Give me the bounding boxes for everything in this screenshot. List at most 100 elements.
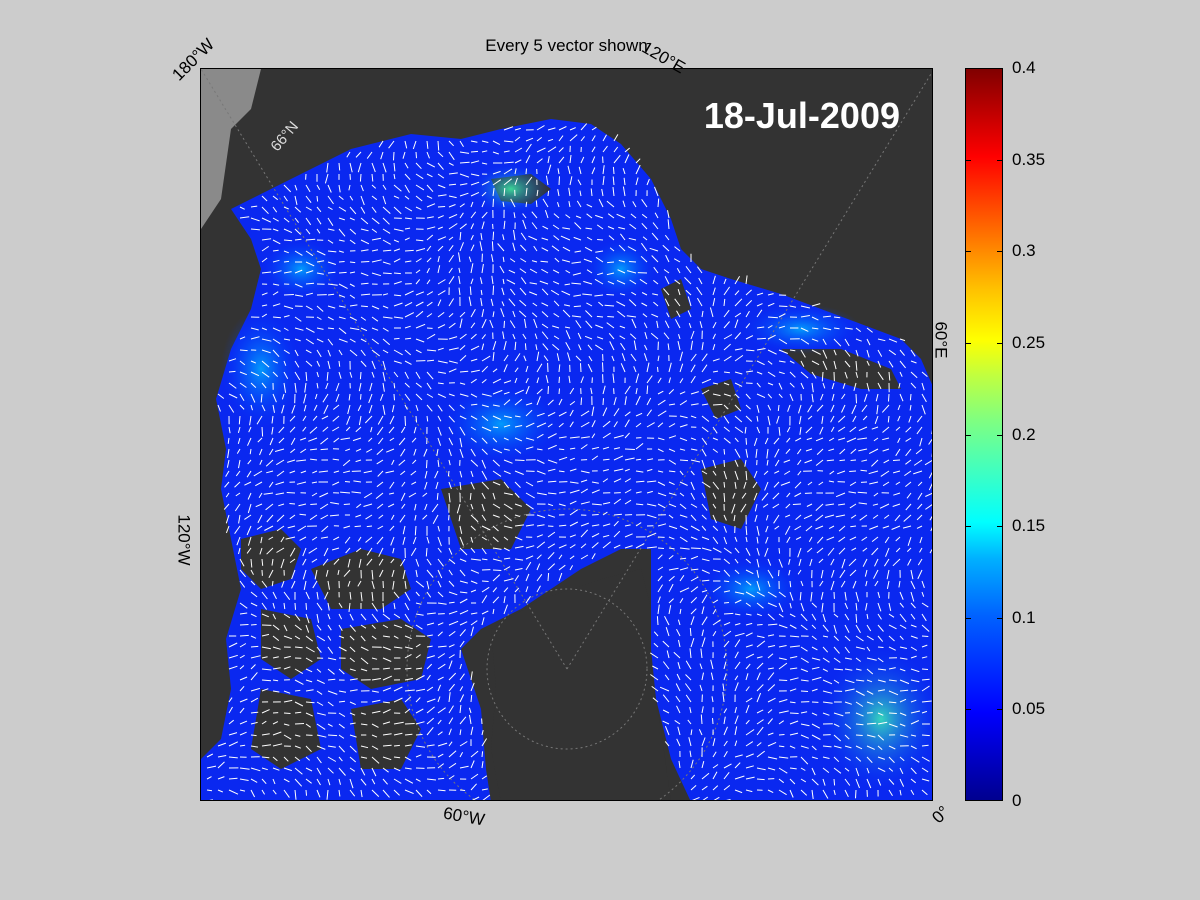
velocity-vector bbox=[635, 491, 642, 494]
velocity-vector bbox=[822, 657, 830, 663]
velocity-vector bbox=[692, 796, 700, 800]
velocity-vector bbox=[426, 359, 435, 362]
velocity-vector bbox=[250, 672, 258, 681]
velocity-vector bbox=[569, 457, 575, 461]
velocity-vector bbox=[699, 663, 703, 670]
velocity-vector bbox=[327, 360, 331, 370]
velocity-vector bbox=[272, 656, 279, 659]
velocity-vector bbox=[745, 644, 753, 648]
velocity-vector bbox=[712, 569, 721, 573]
velocity-vector bbox=[789, 393, 794, 402]
velocity-vector bbox=[448, 448, 452, 457]
velocity-vector bbox=[281, 580, 285, 588]
velocity-vector bbox=[541, 311, 549, 318]
velocity-vector bbox=[899, 689, 909, 692]
velocity-vector bbox=[294, 689, 301, 692]
velocity-vector bbox=[217, 742, 227, 747]
velocity-vector bbox=[664, 741, 670, 747]
velocity-vector bbox=[492, 352, 495, 362]
velocity-vector bbox=[371, 569, 374, 580]
velocity-vector bbox=[665, 627, 670, 637]
velocity-vector bbox=[470, 580, 478, 584]
velocity-vector bbox=[470, 378, 477, 384]
velocity-vector bbox=[709, 307, 714, 318]
velocity-vector bbox=[723, 602, 730, 604]
velocity-vector bbox=[910, 624, 917, 628]
velocity-vector bbox=[305, 767, 313, 772]
velocity-vector bbox=[272, 667, 281, 670]
velocity-vector bbox=[415, 643, 421, 648]
velocity-vector bbox=[789, 635, 800, 638]
velocity-vector bbox=[256, 415, 263, 425]
velocity-vector bbox=[536, 377, 540, 384]
velocity-vector bbox=[745, 753, 754, 758]
velocity-vector bbox=[558, 448, 565, 451]
velocity-vector bbox=[404, 249, 414, 252]
velocity-vector bbox=[283, 315, 290, 318]
velocity-vector bbox=[247, 503, 252, 514]
velocity-vector bbox=[860, 469, 868, 472]
velocity-vector bbox=[411, 437, 417, 443]
velocity-vector bbox=[849, 481, 857, 487]
velocity-vector bbox=[357, 404, 362, 412]
velocity-vector bbox=[646, 409, 653, 417]
velocity-vector bbox=[250, 205, 258, 208]
velocity-vector bbox=[623, 177, 626, 186]
velocity-vector bbox=[299, 536, 307, 541]
velocity-vector bbox=[798, 558, 802, 566]
velocity-vector bbox=[646, 458, 654, 461]
velocity-vector bbox=[877, 338, 886, 342]
velocity-vector bbox=[667, 219, 670, 230]
velocity-vector bbox=[349, 228, 357, 235]
velocity-vector bbox=[646, 422, 655, 428]
velocity-vector bbox=[525, 422, 535, 428]
velocity-vector bbox=[459, 752, 464, 758]
velocity-vector bbox=[393, 697, 403, 703]
velocity-vector bbox=[838, 437, 846, 441]
velocity-vector bbox=[591, 135, 596, 142]
velocity-vector bbox=[723, 640, 730, 648]
velocity-vector bbox=[778, 591, 786, 598]
velocity-vector bbox=[481, 481, 490, 490]
velocity-vector bbox=[558, 491, 566, 494]
velocity-vector bbox=[895, 547, 901, 553]
velocity-vector bbox=[437, 653, 446, 659]
velocity-vector bbox=[360, 591, 363, 602]
velocity-vector bbox=[470, 773, 479, 780]
velocity-vector bbox=[349, 778, 354, 789]
velocity-vector bbox=[514, 425, 523, 428]
velocity-vector bbox=[404, 349, 412, 356]
velocity-vector bbox=[481, 610, 489, 615]
velocity-vector bbox=[338, 206, 347, 212]
velocity-vector bbox=[883, 459, 890, 464]
velocity-vector bbox=[602, 534, 610, 538]
velocity-vector bbox=[343, 503, 351, 505]
velocity-vector bbox=[415, 602, 422, 605]
velocity-vector bbox=[679, 547, 690, 550]
velocity-vector bbox=[569, 409, 574, 417]
velocity-vector bbox=[360, 778, 367, 786]
velocity-vector bbox=[612, 187, 615, 197]
velocity-vector bbox=[569, 555, 575, 560]
velocity-vector bbox=[541, 331, 549, 340]
velocity-vector bbox=[370, 426, 373, 433]
velocity-vector bbox=[778, 558, 783, 568]
velocity-vector bbox=[668, 536, 675, 540]
velocity-vector bbox=[228, 706, 233, 714]
velocity-vector bbox=[272, 743, 283, 747]
velocity-vector bbox=[393, 767, 401, 772]
velocity-vector bbox=[892, 470, 901, 474]
velocity-vector bbox=[893, 492, 901, 496]
velocity-vector bbox=[349, 689, 358, 692]
velocity-vector bbox=[360, 646, 369, 652]
velocity-vector bbox=[492, 389, 503, 395]
velocity-vector bbox=[237, 437, 241, 444]
velocity-vector bbox=[547, 543, 556, 549]
velocity-vector bbox=[272, 602, 276, 609]
velocity-vector bbox=[803, 514, 813, 520]
velocity-vector bbox=[612, 373, 615, 384]
velocity-vector bbox=[904, 470, 912, 477]
velocity-vector bbox=[351, 491, 362, 494]
velocity-vector bbox=[679, 363, 684, 373]
velocity-vector bbox=[326, 162, 329, 173]
